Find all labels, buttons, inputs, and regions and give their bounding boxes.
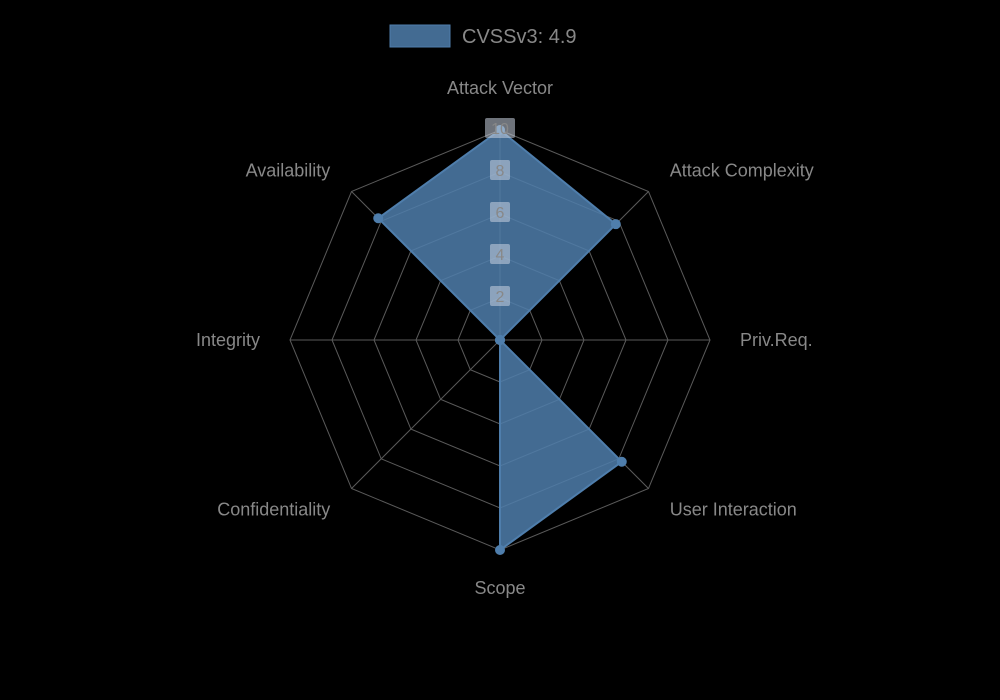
legend-swatch bbox=[390, 25, 450, 47]
tick-label: 8 bbox=[496, 163, 505, 180]
axis-label: Availability bbox=[246, 160, 331, 180]
axis-label: User Interaction bbox=[670, 500, 797, 520]
axis-label: Priv.Req. bbox=[740, 330, 813, 350]
tick-label: 10 bbox=[491, 121, 509, 138]
axis-label: Attack Vector bbox=[447, 78, 553, 98]
legend: CVSSv3: 4.9 bbox=[390, 25, 577, 48]
radar-chart: 2 4 6 8 10 Attack Vector Attack Complexity Priv… bbox=[0, 0, 1000, 700]
axis-label: Confidentiality bbox=[217, 500, 330, 520]
axis-label: Integrity bbox=[196, 330, 260, 350]
tick-label: 6 bbox=[496, 205, 505, 222]
tick-label: 2 bbox=[496, 289, 505, 306]
legend-label: CVSSv3: 4.9 bbox=[462, 26, 577, 48]
axis-label: Attack Complexity bbox=[670, 160, 814, 180]
axis-label: Scope bbox=[474, 578, 525, 598]
radar-chart-container: 2 4 6 8 10 Attack Vector Attack Complexity Priv… bbox=[0, 0, 1000, 700]
tick-label: 4 bbox=[496, 247, 505, 264]
